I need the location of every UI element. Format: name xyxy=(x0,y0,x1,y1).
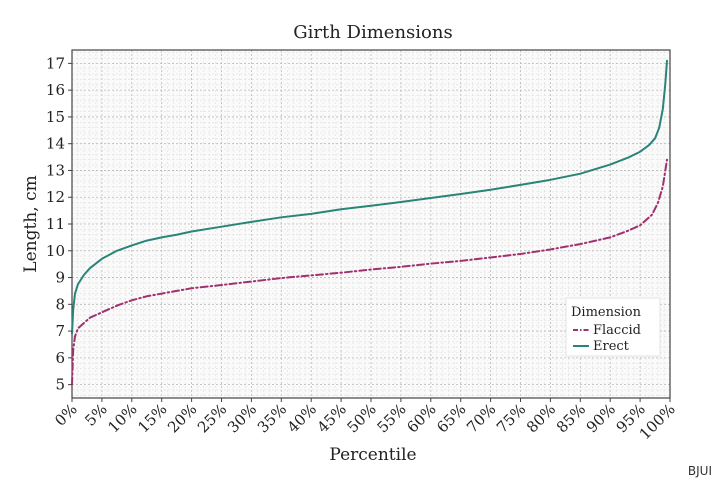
x-axis-label: Percentile xyxy=(329,445,416,465)
y-tick-label: 6 xyxy=(55,349,65,367)
y-tick-label: 13 xyxy=(46,161,65,179)
y-tick-label: 9 xyxy=(55,269,65,287)
x-tick-label: 10% xyxy=(104,400,140,436)
y-tick-label: 10 xyxy=(46,242,65,260)
x-tick-label: 55% xyxy=(373,400,409,436)
x-tick-label: 25% xyxy=(194,400,230,436)
y-tick-label: 14 xyxy=(46,135,65,153)
y-tick-label: 15 xyxy=(46,108,65,126)
y-tick-label: 16 xyxy=(46,81,65,99)
x-tick-label: 15% xyxy=(134,400,170,436)
series-line-flaccid xyxy=(71,158,669,386)
x-tick-label: 85% xyxy=(553,400,589,436)
y-tick-label: 11 xyxy=(46,215,65,233)
ticks xyxy=(68,62,671,402)
grid xyxy=(71,50,671,398)
y-tick-label: 17 xyxy=(46,54,65,72)
x-tick-label: 75% xyxy=(493,400,529,436)
series-line-erect xyxy=(71,59,669,335)
x-tick-label: 50% xyxy=(344,400,380,436)
x-tick-label: 40% xyxy=(284,400,320,436)
x-tick-label: 70% xyxy=(463,400,499,436)
x-tick-label: 45% xyxy=(314,400,350,436)
x-tick-labels: 0% 5%10%15%20%25%30%35%40%45%50%55%60%65%… xyxy=(51,400,679,443)
y-tick-labels: 5 6 7 8 9 10 11 12 13 14 15 16 17 xyxy=(46,54,65,393)
legend: Dimension Flaccid Erect xyxy=(565,297,661,357)
series-group xyxy=(71,59,669,386)
y-tick-label: 7 xyxy=(55,322,65,340)
x-tick-label: 30% xyxy=(224,400,260,436)
legend-label-erect: Erect xyxy=(593,339,630,354)
y-tick-label: 8 xyxy=(55,295,65,313)
x-tick-label: 80% xyxy=(523,400,559,436)
y-axis-label: Length, cm xyxy=(21,175,41,272)
x-tick-label: 60% xyxy=(403,400,439,436)
x-tick-label: 35% xyxy=(254,400,290,436)
chart-title: Girth Dimensions xyxy=(293,22,452,43)
x-tick-label: 20% xyxy=(164,400,200,436)
y-tick-label: 5 xyxy=(55,376,65,394)
legend-title: Dimension xyxy=(571,305,642,320)
x-tick-label: 90% xyxy=(583,400,619,436)
watermark: BJUI xyxy=(688,464,712,478)
y-tick-label: 12 xyxy=(46,188,65,206)
x-tick-label: 65% xyxy=(433,400,469,436)
x-tick-label: 0% xyxy=(51,400,81,430)
legend-label-flaccid: Flaccid xyxy=(593,323,641,338)
